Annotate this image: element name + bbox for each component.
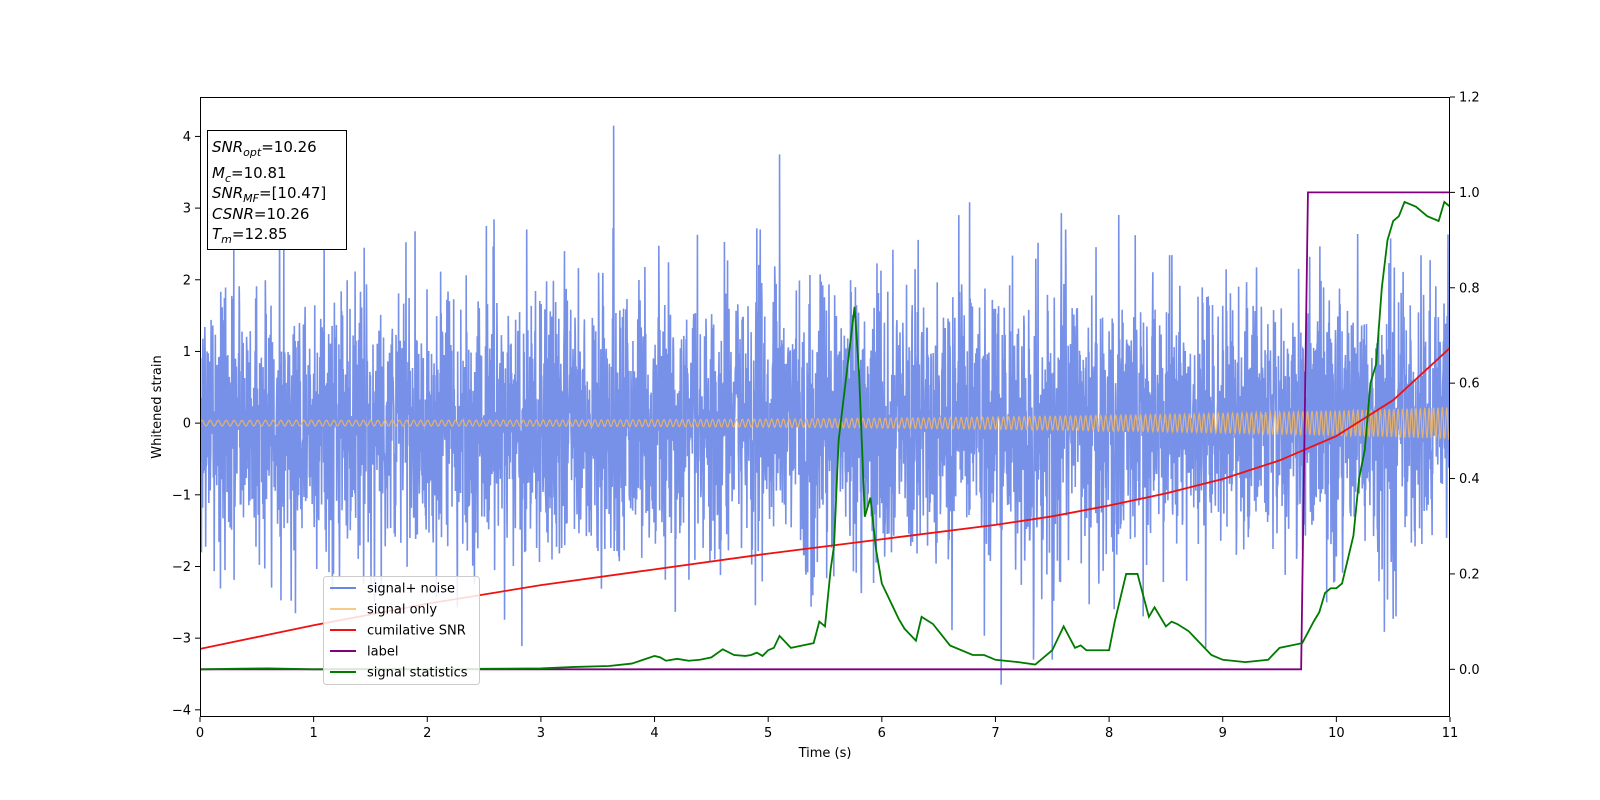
x-tick-label: 5 <box>764 726 772 741</box>
series-signal-statistics <box>200 200 1450 671</box>
x-tick-label: 1 <box>309 726 317 741</box>
axes-frame <box>200 97 1450 717</box>
x-tick-label: 2 <box>423 726 431 741</box>
annotation-mc: Mc=10.81 <box>212 164 287 185</box>
annotation-csnr-value: =10.26 <box>254 205 310 223</box>
series-label <box>200 191 1450 671</box>
y-left-tick-label: 0 <box>183 417 191 432</box>
x-tick-label: 3 <box>537 726 545 741</box>
annotation-tm-value: =12.85 <box>232 225 288 243</box>
annotation-mc-value: =10.81 <box>231 164 287 182</box>
x-tick-label: 10 <box>1328 726 1345 741</box>
x-axis-label: Time (s) <box>798 746 852 761</box>
legend-label: signal only <box>367 603 437 618</box>
y-right-tick-label: 1.0 <box>1459 186 1480 201</box>
x-tick-label: 11 <box>1442 726 1459 741</box>
x-tick-label: 4 <box>650 726 658 741</box>
annotation-csnr: CSNR=10.26 <box>212 205 309 223</box>
series-signal-only <box>200 406 1450 441</box>
x-tick-label: 6 <box>878 726 886 741</box>
series-signal-noise <box>200 125 1450 685</box>
annotation-frame <box>207 130 347 250</box>
annotation-snr-opt: SNRopt=10.26 <box>212 138 317 159</box>
annotation-csnr-base: CSNR <box>212 205 254 223</box>
y-right-tick-label: 0.0 <box>1459 663 1480 678</box>
annotation-mc-sub: c <box>225 172 231 185</box>
ticks-layer: 0 1 2 3 4 5 6 7 8 9 10 11 −4 −3 −2 −1 0 1 2 3 4 0.0 0.2 0.4 0.6 0… <box>172 91 1480 742</box>
legend-label: label <box>367 645 398 660</box>
legend-label: signal statistics <box>367 666 468 681</box>
annotation-snr-mf-sub: MF <box>243 192 259 205</box>
annotation-mc-base: M <box>212 164 225 182</box>
y-right-tick-label: 0.2 <box>1459 567 1480 582</box>
legend: signal+ noise signal only cumilative SNR la… <box>323 576 480 685</box>
annotation-tm-sub: m <box>221 233 232 246</box>
x-tick-label: 0 <box>196 726 204 741</box>
annotation-snr-opt-sub: opt <box>243 146 262 159</box>
y-right-tick-label: 0.6 <box>1459 377 1480 392</box>
y-left-tick-label: −3 <box>172 632 191 647</box>
y-right-tick-label: 0.4 <box>1459 472 1480 487</box>
y-left-tick-label: 3 <box>183 202 191 217</box>
series-cumulative-snr <box>200 347 1450 650</box>
annotation-snr-mf: SNRMF=[10.47] <box>212 184 326 205</box>
legend-label: signal+ noise <box>367 582 455 597</box>
x-tick-label: 7 <box>991 726 999 741</box>
legend-label: cumilative SNR <box>367 624 466 639</box>
annotation-snr-opt-value: =10.26 <box>261 138 317 156</box>
y-axis-label: Whitened strain <box>150 355 165 458</box>
annotation-box: SNRopt=10.26 Mc=10.81 SNRMF=[10.47] CSNR… <box>207 130 347 250</box>
y-left-tick-label: 4 <box>183 130 191 145</box>
y-left-tick-label: 2 <box>183 273 191 288</box>
y-right-tick-label: 0.8 <box>1459 281 1480 296</box>
y-left-tick-label: −4 <box>172 703 191 718</box>
series-layer <box>200 125 1450 685</box>
legend-frame <box>323 576 480 685</box>
annotation-snr-mf-value: =[10.47] <box>259 184 326 202</box>
x-tick-label: 9 <box>1219 726 1227 741</box>
annotation-snr-opt-base: SNR <box>212 138 243 156</box>
annotation-tm-base: T <box>212 225 223 243</box>
annotation-snr-mf-base: SNR <box>212 184 243 202</box>
annotation-tm: Tm=12.85 <box>212 225 287 246</box>
y-left-tick-label: −2 <box>172 560 191 575</box>
x-tick-label: 8 <box>1105 726 1113 741</box>
y-left-tick-label: −1 <box>172 488 191 503</box>
y-left-tick-label: 1 <box>183 345 191 360</box>
y-right-tick-label: 1.2 <box>1459 91 1480 106</box>
